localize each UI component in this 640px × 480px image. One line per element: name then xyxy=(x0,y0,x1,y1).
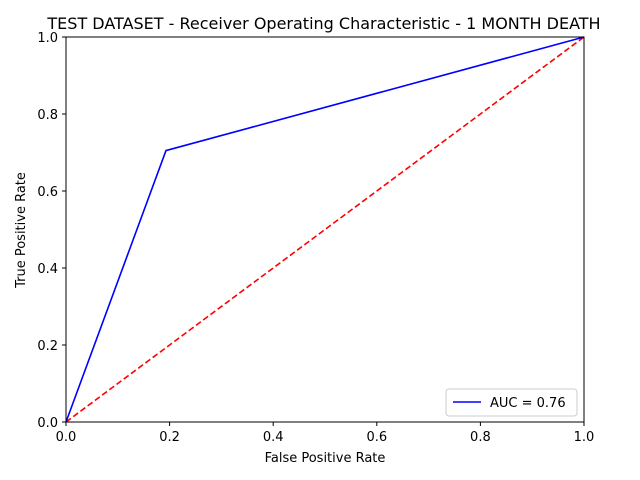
x-tick-label: 0.2 xyxy=(159,430,180,445)
y-tick-label: 1.0 xyxy=(37,31,58,46)
legend: AUC = 0.76 xyxy=(445,388,578,417)
y-tick-label: 0.2 xyxy=(37,339,58,354)
y-tick-label: 0.0 xyxy=(37,416,58,431)
x-tick-label: 0.6 xyxy=(366,430,387,445)
x-axis-ticks: 0.0 0.2 0.4 0.6 0.8 1.0 xyxy=(56,422,595,445)
x-tick-label: 0.8 xyxy=(470,430,491,445)
y-axis-ticks: 0.0 0.2 0.4 0.6 0.8 1.0 xyxy=(37,31,66,431)
y-tick-label: 0.6 xyxy=(37,185,58,200)
plot-frame xyxy=(65,36,585,423)
y-axis-label: True Positive Rate xyxy=(14,172,29,289)
y-tick-label: 0.8 xyxy=(37,108,58,123)
legend-label: AUC = 0.76 xyxy=(490,396,566,411)
x-tick-label: 0.4 xyxy=(263,430,284,445)
y-tick-label: 0.4 xyxy=(37,262,58,277)
legend-box xyxy=(445,388,578,417)
series-layer xyxy=(65,36,585,423)
x-axis-label: False Positive Rate xyxy=(265,451,386,466)
x-tick-label: 1.0 xyxy=(574,430,595,445)
chart-title: TEST DATASET - Receiver Operating Charac… xyxy=(46,14,600,33)
roc-curve-line xyxy=(65,36,585,423)
plot-area xyxy=(66,37,584,422)
x-tick-label: 0.0 xyxy=(56,430,77,445)
